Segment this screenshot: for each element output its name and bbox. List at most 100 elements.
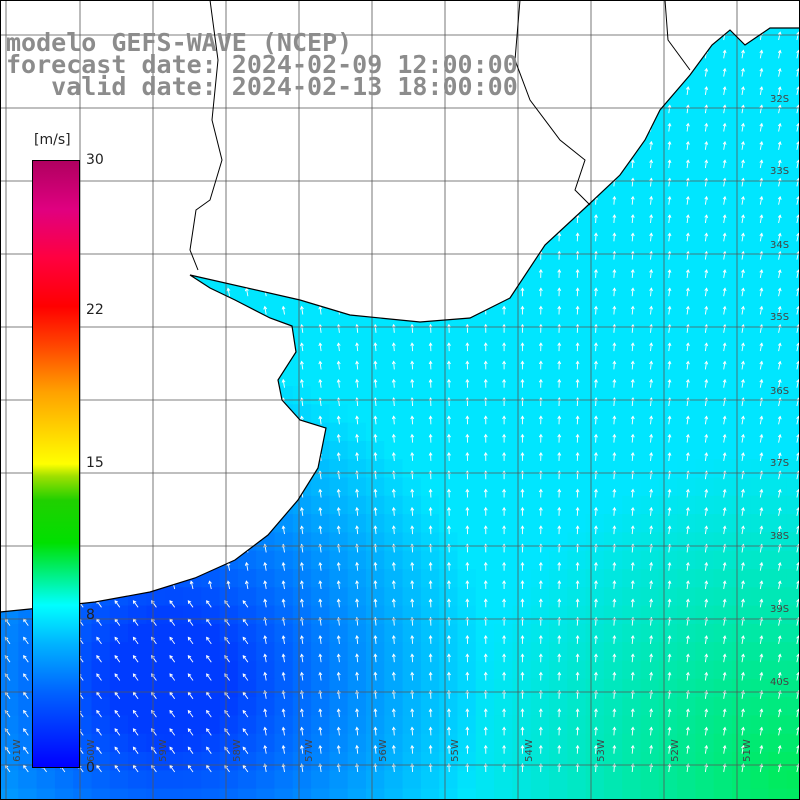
wind-arrow — [190, 416, 194, 425]
wind-cell — [750, 221, 770, 241]
wind-cell — [622, 788, 642, 800]
wind-arrow — [264, 398, 267, 407]
wind-arrow — [206, 673, 212, 681]
wind-cell — [91, 477, 111, 497]
wind-arrow — [650, 68, 652, 77]
wind-cell — [256, 678, 276, 698]
wind-cell — [219, 459, 239, 479]
wind-cell — [329, 349, 349, 369]
wind-cell — [384, 331, 404, 350]
wind-cell — [0, 203, 19, 222]
wind-arrow — [411, 562, 414, 571]
wind-arrow-head — [336, 561, 341, 566]
wind-arrow — [595, 654, 597, 663]
wind-arrow — [172, 215, 176, 224]
wind-cell — [384, 440, 404, 460]
wind-cell — [128, 386, 147, 405]
wind-cell — [128, 642, 147, 662]
wind-cell — [494, 367, 513, 387]
wind-cell — [18, 788, 38, 800]
wind-arrow-head — [263, 580, 268, 585]
wind-cell — [530, 623, 550, 643]
wind-arrow — [796, 361, 800, 370]
wind-arrow-head — [6, 269, 10, 274]
wind-arrow-head — [630, 287, 635, 292]
wind-arrow-head — [722, 122, 727, 127]
wind-arrow — [98, 398, 102, 407]
wind-arrow — [595, 599, 597, 608]
wind-cell — [219, 404, 239, 424]
wind-cell — [512, 660, 532, 680]
wind-arrow-head — [722, 49, 727, 54]
wind-arrow — [704, 105, 708, 114]
wind-arrow-head — [428, 342, 433, 347]
wind-cell — [677, 129, 696, 149]
wind-arrow-head — [759, 415, 764, 420]
wind-arrow-head — [612, 342, 617, 347]
wind-arrow-head — [79, 287, 84, 292]
wind-arrow-head — [410, 140, 415, 145]
wind-cell — [219, 184, 239, 204]
wind-arrow-head — [391, 433, 396, 438]
wind-cell — [658, 733, 678, 753]
wind-arrow-head — [741, 86, 745, 90]
wind-cell — [475, 495, 495, 515]
wind-arrow-head — [153, 141, 157, 146]
wind-cell — [201, 587, 221, 607]
wind-arrow-head — [391, 195, 396, 200]
wind-cell — [274, 312, 294, 332]
wind-cell — [549, 569, 568, 588]
wind-arrow-head — [520, 360, 525, 365]
wind-arrow-head — [355, 378, 359, 383]
wind-arrow — [264, 562, 267, 571]
wind-cell — [549, 459, 568, 479]
wind-arrow — [337, 489, 340, 498]
wind-arrow-head — [465, 653, 470, 658]
wind-arrow — [245, 178, 249, 187]
wind-arrow — [796, 288, 800, 297]
wind-arrow-head — [667, 159, 672, 164]
wind-arrow-head — [575, 31, 580, 35]
wind-arrow — [337, 123, 340, 132]
wind-arrow — [393, 288, 395, 297]
wind-arrow — [374, 196, 377, 205]
wind-arrow-head — [557, 653, 562, 658]
wind-cell — [256, 440, 276, 460]
wind-arrow — [741, 178, 744, 187]
wind-arrow-head — [741, 488, 745, 493]
wind-arrow — [337, 416, 340, 425]
wind-cell — [183, 495, 202, 515]
wind-arrow — [25, 563, 29, 571]
wind-arrow-head — [612, 214, 617, 218]
wind-arrow-head — [336, 452, 341, 456]
wind-arrow — [25, 343, 29, 352]
wind-arrow — [759, 507, 763, 516]
wind-cell — [695, 770, 715, 790]
wind-arrow — [80, 453, 84, 462]
wind-arrow-head — [649, 49, 654, 54]
wind-arrow — [411, 452, 414, 461]
wind-cell — [457, 203, 477, 222]
wind-arrow — [209, 452, 212, 462]
wind-cell — [585, 367, 605, 387]
wind-cell — [457, 111, 477, 131]
wind-cell — [603, 28, 623, 39]
wind-arrow-head — [171, 159, 176, 164]
wind-arrow-head — [612, 635, 617, 639]
wind-cell — [695, 28, 715, 39]
wind-arrow-head — [649, 86, 654, 90]
wind-arrow-head — [685, 561, 690, 566]
wind-arrow-head — [667, 86, 672, 90]
wind-arrow-head — [428, 635, 433, 639]
wind-cell — [18, 770, 38, 790]
wind-cell — [128, 495, 147, 515]
wind-arrow — [686, 215, 689, 224]
wind-cell — [494, 184, 513, 204]
wind-arrow-head — [79, 232, 84, 237]
wind-arrow — [301, 507, 304, 516]
wind-arrow-head — [226, 433, 231, 438]
wind-arrow — [80, 306, 84, 315]
wind-arrow-head — [226, 452, 231, 457]
wind-cell — [658, 715, 678, 735]
wind-arrow-head — [447, 31, 451, 35]
